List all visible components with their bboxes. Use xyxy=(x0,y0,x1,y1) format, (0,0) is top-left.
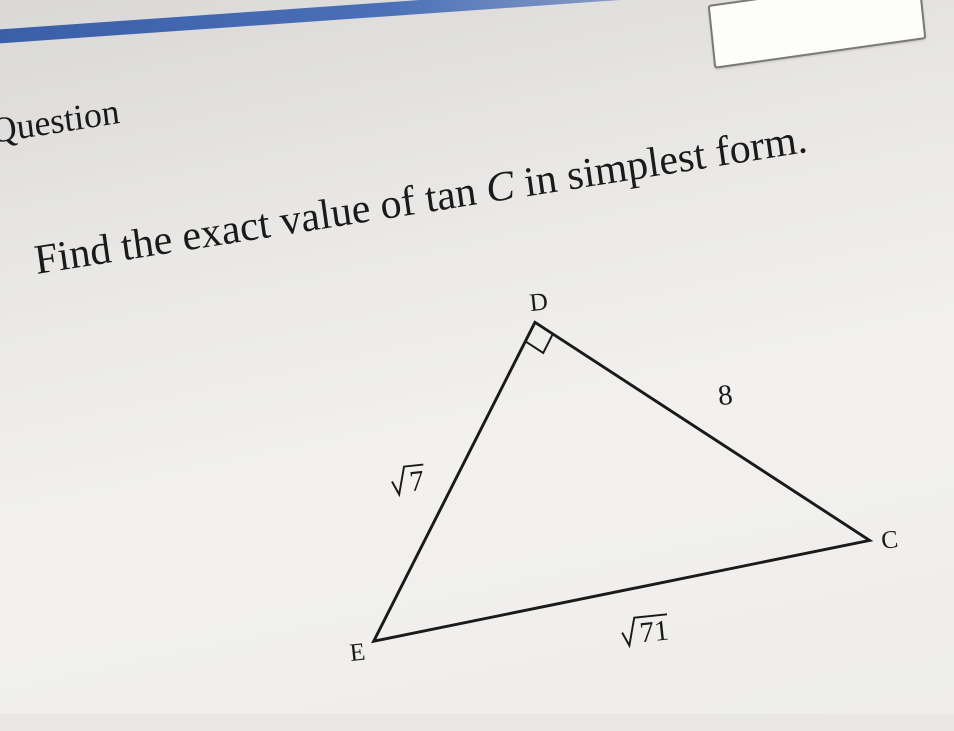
page: Question Find the exact value of tan C i… xyxy=(0,0,954,714)
prompt-pre: Find the exact value of tan xyxy=(32,167,490,284)
side-label-ec: 71 xyxy=(621,614,671,651)
vertex-label-e: E xyxy=(348,639,366,667)
answer-input-box[interactable] xyxy=(708,0,927,69)
svg-text:8: 8 xyxy=(716,379,734,412)
svg-text:7: 7 xyxy=(408,465,426,498)
triangle-diagram: D E C 7 8 71 xyxy=(279,234,941,726)
prompt-post: in simplest form. xyxy=(511,116,810,208)
triangle-svg: D E C 7 8 71 xyxy=(279,234,941,726)
side-label-de: 7 xyxy=(391,465,427,500)
right-angle-marker xyxy=(525,334,555,355)
question-heading: Question xyxy=(0,90,122,152)
side-label-dc: 8 xyxy=(716,379,734,412)
svg-text:71: 71 xyxy=(638,614,670,649)
vertex-label-c: C xyxy=(880,526,900,555)
vertex-label-d: D xyxy=(528,288,549,317)
